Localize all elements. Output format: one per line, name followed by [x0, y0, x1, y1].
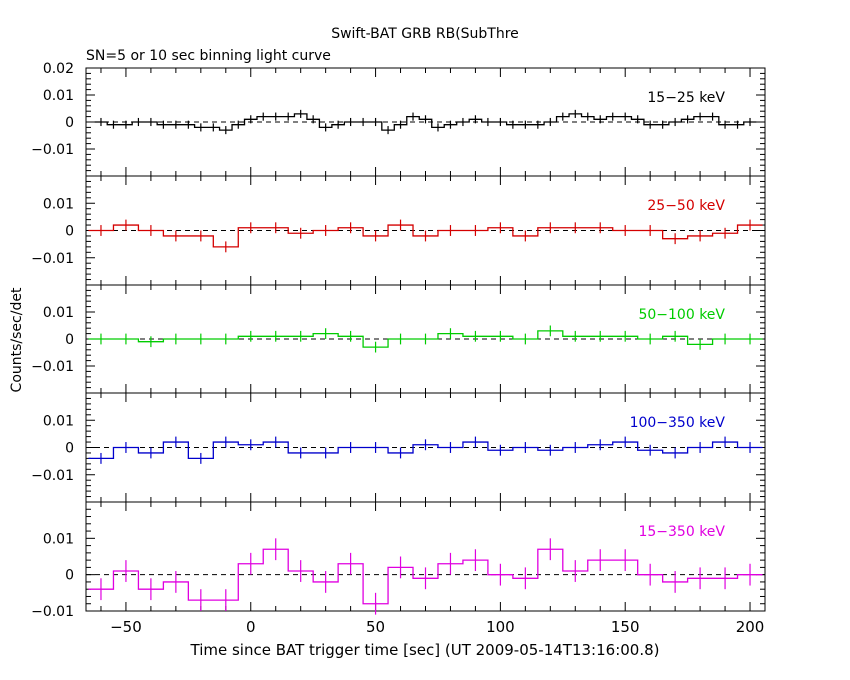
y-tick-label: −0.01	[31, 359, 74, 375]
panels-group: 0.02 0.01 0 −0.01 15−25 keV 0.01 0 −0.01 25−50 k…	[31, 61, 766, 636]
chart-subtitle: SN=5 or 10 sec binning light curve	[86, 48, 331, 64]
x-tick-label: 0	[246, 618, 256, 636]
panel-3: 0.01 0 −0.01 50−100 keV	[31, 284, 766, 394]
y-tick-label: 0.02	[43, 61, 74, 77]
y-tick-label: 0.01	[43, 88, 74, 104]
y-tick-label: 0	[65, 332, 74, 348]
y-tick-label: 0.01	[43, 413, 74, 429]
y-tick-label: −0.01	[31, 604, 74, 620]
series-label: 100−350 keV	[630, 415, 726, 431]
x-tick-label: 50	[366, 618, 385, 636]
series-step-line	[88, 224, 763, 248]
y-tick-label: −0.01	[31, 142, 74, 158]
x-tick-label: 150	[611, 618, 640, 636]
series-label: 15−25 keV	[647, 90, 725, 106]
y-tick-label: 0	[65, 224, 74, 240]
panel-4: 0.01 0 −0.01 100−350 keV	[31, 392, 766, 503]
y-tick-label: 0	[65, 441, 74, 457]
x-tick-label: 100	[486, 618, 515, 636]
x-tick-label: 200	[736, 618, 765, 636]
series-step-line	[88, 548, 763, 605]
x-axis-label: Time since BAT trigger time [sec] (UT 20…	[190, 641, 660, 659]
series-step-line	[88, 330, 763, 348]
series-label: 50−100 keV	[638, 307, 725, 323]
panel-2: 0.01 0 −0.01 25−50 keV	[31, 175, 766, 286]
y-tick-label: 0.01	[43, 305, 74, 321]
y-tick-label: 0	[65, 568, 74, 584]
y-tick-label: 0.01	[43, 531, 74, 547]
y-tick-label: 0.01	[43, 196, 74, 212]
y-tick-label: −0.01	[31, 468, 74, 484]
y-axis-label: Counts/sec/det	[9, 287, 25, 392]
panel-1: 0.02 0.01 0 −0.01 15−25 keV	[31, 61, 766, 177]
y-tick-label: 0	[65, 115, 74, 131]
series-step-line	[94, 113, 757, 131]
panel-5: 0.01 0 −0.01 15−350 keV	[31, 501, 766, 620]
chart-title: Swift-BAT GRB RB(SubThre	[331, 26, 519, 42]
series-label: 25−50 keV	[647, 198, 725, 214]
y-tick-label: −0.01	[31, 251, 74, 267]
x-tick-label: −50	[110, 618, 142, 636]
series-label: 15−350 keV	[638, 524, 725, 540]
